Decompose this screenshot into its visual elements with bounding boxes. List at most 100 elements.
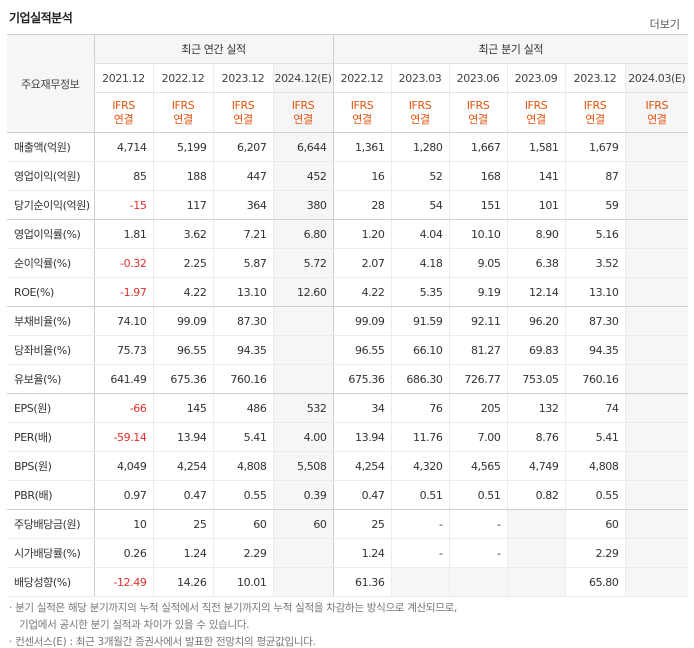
period-header: 2021.12 bbox=[94, 63, 154, 93]
row-label: BPS(원) bbox=[7, 451, 95, 481]
table-cell: 34 bbox=[333, 393, 392, 423]
table-cell: 0.51 bbox=[391, 480, 450, 510]
table-cell bbox=[273, 306, 334, 336]
table-cell: 60 bbox=[213, 509, 274, 539]
table-cell bbox=[625, 480, 689, 510]
table-cell: 9.19 bbox=[449, 277, 508, 307]
table-cell bbox=[449, 567, 508, 597]
table-cell: - bbox=[391, 509, 450, 539]
table-cell: 87.30 bbox=[213, 306, 274, 336]
table-cell bbox=[625, 277, 689, 307]
ifrs-label: IFRS bbox=[112, 98, 135, 112]
table-cell: 74 bbox=[565, 393, 626, 423]
row-label: PBR(배) bbox=[7, 480, 95, 510]
row-label: 배당성향(%) bbox=[7, 567, 95, 597]
quarter-group-header: 최근 분기 실적 bbox=[333, 34, 689, 64]
table-cell: 25 bbox=[333, 509, 392, 539]
ifrs-header: IFRS 연결 bbox=[153, 92, 214, 133]
table-cell: 3.52 bbox=[565, 248, 626, 278]
table-cell: 85 bbox=[94, 161, 154, 191]
table-cell bbox=[625, 132, 689, 162]
table-row: 시가배당률(%) 0.26 1.24 2.29 1.24- -2.29 bbox=[7, 538, 689, 568]
ifrs-label: IFRS bbox=[524, 98, 548, 112]
table-cell: 1.20 bbox=[333, 219, 392, 249]
table-cell: 7.00 bbox=[449, 422, 508, 452]
table-cell: 753.05 bbox=[507, 364, 566, 394]
table-cell: 4,320 bbox=[391, 451, 450, 481]
table-cell: -59.14 bbox=[94, 422, 154, 452]
table-cell bbox=[273, 335, 334, 365]
table-cell bbox=[507, 509, 566, 539]
period-header: 2022.12 bbox=[333, 63, 392, 93]
table-cell: 726.77 bbox=[449, 364, 508, 394]
table-cell bbox=[507, 567, 566, 597]
table-cell bbox=[507, 538, 566, 568]
table-cell: 364 bbox=[213, 190, 274, 220]
table-cell: 760.16 bbox=[565, 364, 626, 394]
row-label: EPS(원) bbox=[7, 393, 95, 423]
table-cell: 52 bbox=[391, 161, 450, 191]
ifrs-header: IFRS 연결 bbox=[449, 92, 508, 133]
table-cell: 96.55 bbox=[153, 335, 214, 365]
table-cell: 486 bbox=[213, 393, 274, 423]
row-label: 매출액(억원) bbox=[7, 132, 95, 162]
row-label: 당기순이익(억원) bbox=[7, 190, 95, 220]
table-cell: 2.29 bbox=[213, 538, 274, 568]
ifrs-header: IFRS 연결 bbox=[565, 92, 626, 133]
table-cell: 5.35 bbox=[391, 277, 450, 307]
table-cell: 0.51 bbox=[449, 480, 508, 510]
table-cell: 65.80 bbox=[565, 567, 626, 597]
footnote-1: · 분기 실적은 해당 분기까지의 누적 실적에서 직전 분기까지의 누적 실적… bbox=[9, 602, 458, 614]
consolidated-label: 연결 bbox=[293, 112, 313, 126]
table-row: 배당성향(%) -12.49 14.26 10.01 61.36 65.80 bbox=[7, 567, 689, 597]
table-cell: 3.62 bbox=[153, 219, 214, 249]
consolidated-label: 연결 bbox=[410, 112, 430, 126]
period-header: 2023.12 bbox=[213, 63, 274, 93]
table-row: 유보율(%) 641.49 675.36 760.16 675.36 686.30 726.… bbox=[7, 364, 689, 394]
table-cell: 675.36 bbox=[333, 364, 392, 394]
table-cell: 5.87 bbox=[213, 248, 274, 278]
table-row: 당좌비율(%) 75.73 96.55 94.35 96.55 66.10 81.27 69.… bbox=[7, 335, 689, 365]
table-cell: 25 bbox=[153, 509, 214, 539]
consolidated-label: 연결 bbox=[233, 112, 253, 126]
table-cell: 69.83 bbox=[507, 335, 566, 365]
table-cell: 5.41 bbox=[565, 422, 626, 452]
table-cell: 6.38 bbox=[507, 248, 566, 278]
table-cell: 91.59 bbox=[391, 306, 450, 336]
period-header: 2023.09 bbox=[507, 63, 566, 93]
ifrs-label: IFRS bbox=[408, 98, 432, 112]
ifrs-header: IFRS 연결 bbox=[625, 92, 689, 133]
table-cell: 6.80 bbox=[273, 219, 334, 249]
table-cell: 0.26 bbox=[94, 538, 154, 568]
table-cell: 4,714 bbox=[94, 132, 154, 162]
ifrs-label: IFRS bbox=[171, 98, 195, 112]
table-row: 당기순이익(억원) -15 117 364 380 28 54 151 101 59 bbox=[7, 190, 689, 220]
financial-table: 주요재무정보 최근 연간 실적 최근 분기 실적 2021.12 2022.12 2… bbox=[7, 34, 689, 597]
table-cell: 74.10 bbox=[94, 306, 154, 336]
table-cell: 81.27 bbox=[449, 335, 508, 365]
more-link[interactable]: 더보기 bbox=[649, 18, 680, 31]
table-cell bbox=[625, 161, 689, 191]
row-label: 영업이익(억원) bbox=[7, 161, 95, 191]
table-cell: 96.55 bbox=[333, 335, 392, 365]
table-cell bbox=[625, 393, 689, 423]
table-cell: - bbox=[391, 538, 450, 568]
ifrs-label: IFRS bbox=[231, 98, 255, 112]
table-cell bbox=[625, 567, 689, 597]
table-cell bbox=[273, 538, 334, 568]
table-cell: -66 bbox=[94, 393, 154, 423]
section-title: 기업실적분석 bbox=[9, 11, 73, 25]
table-cell: 87.30 bbox=[565, 306, 626, 336]
table-cell: 447 bbox=[213, 161, 274, 191]
table-cell: 87 bbox=[565, 161, 626, 191]
table-cell: -1.97 bbox=[94, 277, 154, 307]
corner-header: 주요재무정보 bbox=[7, 34, 95, 133]
row-label: 시가배당률(%) bbox=[7, 538, 95, 568]
table-cell: 60 bbox=[565, 509, 626, 539]
table-cell: 4,749 bbox=[507, 451, 566, 481]
table-cell: - bbox=[449, 538, 508, 568]
ifrs-label: IFRS bbox=[583, 98, 607, 112]
period-header: 2024.12(E) bbox=[273, 63, 334, 93]
table-cell: 760.16 bbox=[213, 364, 274, 394]
table-cell: 4,254 bbox=[153, 451, 214, 481]
